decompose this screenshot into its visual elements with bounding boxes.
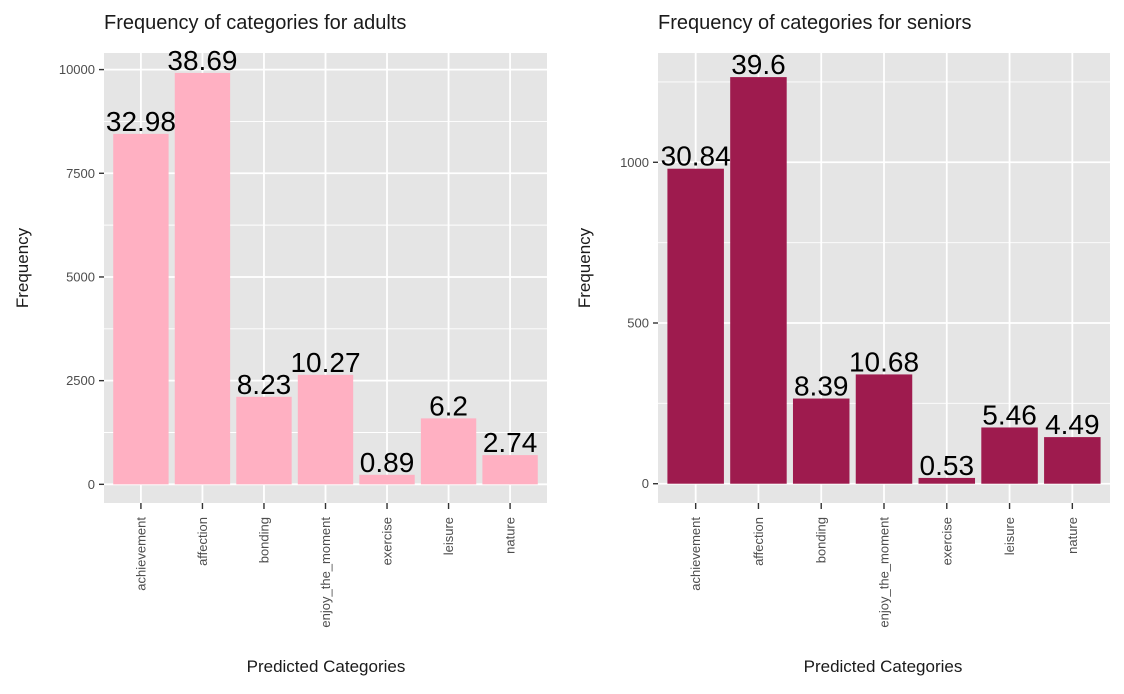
seniors-y-tick-label: 1000 (620, 155, 649, 170)
adults-data-label: 6.2 (429, 390, 468, 421)
seniors-x-tick-label: achievement (688, 517, 703, 591)
seniors-top-clip-mask (656, 0, 1112, 41)
seniors-bar-achievement (667, 168, 724, 484)
adults-y-axis-title: Frequency (13, 227, 32, 308)
adults-x-tick-label: exercise (380, 517, 395, 565)
seniors-y-tick-label: 500 (627, 316, 649, 331)
seniors-bar-exercise (918, 477, 976, 484)
adults-bar-enjoy_the_moment (297, 374, 354, 485)
adults-data-label: 2.74 (483, 427, 538, 458)
seniors-data-label: 30.84 (661, 141, 731, 172)
seniors-x-tick-label: bonding (814, 517, 829, 563)
adults-bar-achievement (113, 133, 169, 485)
seniors-x-tick-label: nature (1065, 517, 1080, 554)
adults-data-label: 32.98 (106, 106, 176, 137)
adults-x-axis-title: Predicted Categories (247, 657, 406, 676)
adults-top-clip-mask (102, 0, 549, 41)
adults-y-tick-label: 0 (88, 477, 95, 492)
adults-bar-bonding (236, 396, 292, 485)
seniors-x-tick-label: exercise (939, 517, 954, 565)
adults-x-tick-label: nature (503, 517, 518, 554)
seniors-x-tick-label: affection (751, 517, 766, 566)
adults-bar-leisure (420, 418, 477, 485)
seniors-bar-affection (730, 77, 787, 484)
seniors-data-label: 8.39 (794, 371, 849, 402)
adults-y-tick-label: 2500 (66, 373, 95, 388)
adults-data-label: 10.27 (290, 347, 360, 378)
seniors-data-label: 10.68 (849, 346, 919, 377)
adults-x-tick-label: enjoy_the_moment (318, 517, 333, 628)
seniors-chart-title: Frequency of categories for seniors (658, 12, 972, 34)
seniors-bar-leisure (981, 427, 1038, 484)
adults-x-tick-label: affection (195, 517, 210, 566)
adults-y-tick-label: 10000 (59, 62, 95, 77)
seniors-bar-nature (1044, 437, 1101, 484)
seniors-bar-bonding (792, 398, 850, 484)
seniors-data-label: 0.53 (920, 450, 975, 481)
adults-data-label: 0.89 (360, 447, 415, 478)
seniors-bar-enjoy_the_moment (855, 374, 913, 484)
seniors-data-label: 4.49 (1045, 409, 1100, 440)
adults-bar-nature (482, 455, 538, 485)
seniors-x-tick-label: enjoy_the_moment (877, 517, 892, 628)
adults-bar-exercise (359, 474, 415, 485)
seniors-x-tick-label: leisure (1002, 517, 1017, 555)
adults-bar-affection (174, 72, 231, 485)
adults-y-tick-label: 7500 (66, 166, 95, 181)
adults-x-tick-label: achievement (133, 517, 148, 591)
seniors-x-axis-title: Predicted Categories (804, 657, 963, 676)
adults-y-tick-label: 5000 (66, 269, 95, 284)
adults-x-tick-label: leisure (441, 517, 456, 555)
adults-chart-title: Frequency of categories for adults (104, 12, 406, 34)
adults-data-label: 8.23 (237, 369, 292, 400)
seniors-data-label: 5.46 (982, 399, 1037, 430)
adults-x-tick-label: bonding (256, 517, 271, 563)
adults-data-label: 38.69 (167, 45, 237, 76)
seniors-y-tick-label: 0 (642, 476, 649, 491)
seniors-y-axis-title: Frequency (575, 227, 594, 308)
seniors-data-label: 39.6 (731, 49, 786, 80)
